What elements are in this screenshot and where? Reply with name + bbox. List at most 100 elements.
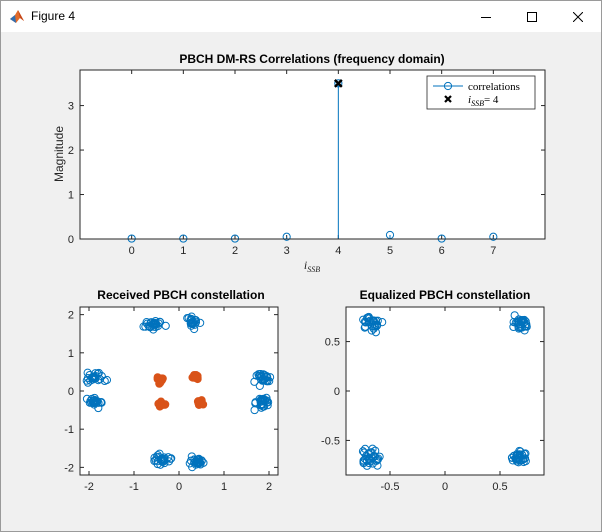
received-point [85, 370, 94, 380]
issb-marker [333, 78, 343, 88]
matlab-icon [10, 10, 24, 23]
correlation-xtick-label: 0 [129, 245, 135, 257]
received-ytick-label: -2 [64, 462, 74, 474]
correlation-axes[interactable]: 0 1 2 3 4 5 6 7 0 1 2 3 PBCH DM-RS Correlations (fr… [52, 52, 546, 274]
received-point [83, 368, 92, 377]
equalized-point [360, 454, 370, 464]
correlation-xtick-label: 5 [387, 245, 393, 257]
legend-marker-issb [444, 95, 452, 103]
correlation-xtick-label: 4 [335, 245, 341, 257]
equalized-plot-area [346, 307, 544, 475]
received-point [151, 317, 160, 326]
correlation-xtick-label: 3 [284, 245, 290, 257]
received-point [259, 370, 268, 379]
equalized-point [521, 457, 530, 466]
received-point [188, 318, 197, 327]
received-axes-box [79, 306, 279, 476]
equalized-axes-box [345, 306, 545, 476]
received-xtick-label: -2 [84, 481, 94, 493]
received-title: Received PBCH constellation [97, 288, 264, 302]
received-ytick-label: 1 [68, 348, 74, 360]
equalized-point [360, 448, 369, 457]
equalized-ytick-label: -0.5 [321, 435, 340, 447]
correlation-ytick-label: 3 [68, 101, 74, 113]
received-constellation-axes[interactable]: -2 -1 0 1 2 -2 -1 0 1 2 Received PBCH constellati… [64, 288, 279, 493]
received-point [144, 321, 153, 331]
received-point [157, 376, 166, 385]
legend-label-correlations: correlations [468, 81, 520, 93]
received-point [190, 373, 200, 382]
minimize-button[interactable] [463, 1, 509, 32]
window-title: Figure 4 [31, 9, 76, 23]
stem-marker [489, 232, 498, 241]
received-point [90, 395, 99, 404]
equalized-ytick-label: 0.5 [325, 337, 340, 349]
correlation-title: PBCH DM-RS Correlations (frequency domai… [179, 52, 444, 66]
close-button[interactable] [555, 1, 601, 32]
stem-marker [282, 232, 291, 241]
correlation-xtick-label: 2 [232, 245, 238, 257]
received-xtick-label: -1 [129, 481, 139, 493]
received-ytick-label: 0 [68, 386, 74, 398]
correlation-legend[interactable]: correlations iSSB= 4 [426, 75, 536, 110]
equalized-xtick-label: 0 [442, 481, 448, 493]
equalized-ytick-label: 0 [334, 386, 340, 398]
received-xtick-label: 2 [266, 481, 272, 493]
equalized-point [359, 458, 368, 468]
figure-canvas: 0 1 2 3 4 5 6 7 0 1 2 3 PBCH DM-RS Correlations (fr… [1, 32, 601, 531]
received-point [159, 457, 169, 466]
correlation-xlabel: iSSB [304, 258, 320, 274]
received-point [187, 319, 196, 328]
received-point [164, 457, 174, 466]
received-xtick-label: 0 [176, 481, 182, 493]
title-bar[interactable]: Figure 4 [1, 1, 601, 32]
received-point [94, 376, 103, 385]
equalized-xtick-label: 0.5 [492, 481, 507, 493]
received-point [194, 458, 203, 467]
equalized-point [369, 317, 379, 326]
equalized-constellation-axes[interactable]: -0.5 0 0.5 -0.5 0 0.5 Equalized PBCH constell… [321, 288, 545, 493]
received-point [139, 322, 148, 331]
equalized-point [512, 457, 522, 466]
equalized-point [359, 456, 368, 465]
maximize-button[interactable] [509, 1, 555, 32]
close-icon [573, 11, 583, 22]
correlation-ytick-label: 1 [68, 190, 74, 202]
correlation-xtick-label: 7 [490, 245, 496, 257]
received-point [157, 454, 166, 463]
equalized-point [368, 444, 377, 453]
received-point [153, 321, 163, 331]
equalized-point [367, 326, 376, 335]
received-point [188, 463, 197, 472]
received-point [97, 398, 106, 407]
received-point [256, 369, 265, 379]
legend-marker-correlations [443, 81, 453, 91]
received-ytick-label: -1 [64, 424, 74, 436]
equalized-point [374, 454, 383, 463]
received-xtick-label: 1 [221, 481, 227, 493]
equalized-point [360, 323, 369, 332]
equalized-point [517, 315, 526, 325]
correlation-axes-box [79, 69, 546, 240]
legend-box [426, 75, 536, 110]
equalized-xtick-label: -0.5 [381, 481, 400, 493]
received-point [193, 458, 202, 468]
maximize-icon [527, 11, 537, 22]
correlation-xtick-label: 1 [180, 245, 186, 257]
received-ytick-label: 2 [68, 310, 74, 322]
minimize-icon [481, 16, 491, 18]
received-point [100, 376, 109, 386]
received-point [157, 401, 166, 410]
received-point [194, 397, 203, 406]
received-plot-area [80, 307, 278, 475]
equalized-point [373, 316, 382, 325]
equalized-point [358, 447, 368, 456]
received-point [250, 377, 259, 386]
correlation-ytick-label: 2 [68, 145, 74, 157]
legend-label-issb: iSSB= 4 [468, 94, 499, 108]
received-point [88, 375, 97, 384]
stem-marker [334, 79, 343, 88]
correlation-ytick-label: 0 [68, 234, 74, 246]
equalized-point [520, 315, 529, 325]
